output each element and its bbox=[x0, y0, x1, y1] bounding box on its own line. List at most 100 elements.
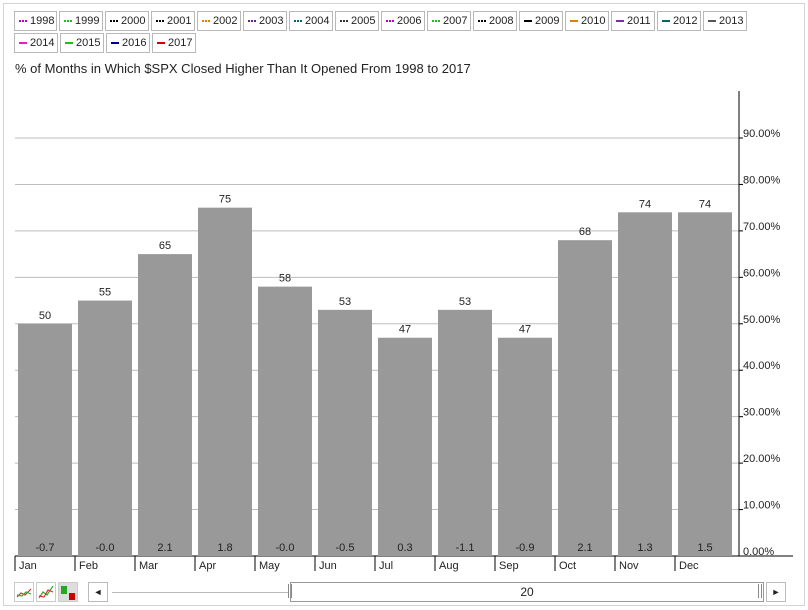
legend-label: 2000 bbox=[121, 15, 146, 27]
bar-chart-icon[interactable] bbox=[58, 582, 78, 602]
legend-label: 2011 bbox=[627, 15, 651, 27]
y-tick-label: 90.00% bbox=[743, 128, 781, 140]
bar-bottom-label: 2.1 bbox=[577, 542, 592, 554]
bar-apr bbox=[198, 207, 252, 556]
range-right-handle[interactable] bbox=[758, 584, 762, 598]
legend-item-2015[interactable]: 2015 bbox=[60, 33, 104, 53]
bar-bottom-label: -0.5 bbox=[336, 542, 355, 554]
legend-item-2000[interactable]: 2000 bbox=[105, 11, 149, 31]
bar-dec bbox=[678, 212, 732, 557]
bar-value-label: 53 bbox=[339, 296, 351, 308]
legend-swatch bbox=[157, 42, 165, 45]
bar-bottom-label: -0.0 bbox=[96, 542, 115, 554]
bar-value-label: 50 bbox=[39, 310, 51, 322]
legend-swatch bbox=[708, 20, 716, 23]
y-tick-label: 80.00% bbox=[743, 174, 781, 186]
legend-label: 2003 bbox=[259, 15, 284, 27]
y-tick-label: 20.00% bbox=[743, 453, 781, 465]
bar-may bbox=[258, 286, 312, 556]
legend-swatch bbox=[662, 20, 670, 23]
legend-item-2005[interactable]: 2005 bbox=[335, 11, 379, 31]
y-tick-label: 40.00% bbox=[743, 360, 781, 372]
legend: 1998 1999 2000 2001 2002 2003 2004 2005 2006 2007… bbox=[14, 11, 774, 56]
range-selector[interactable]: 20 bbox=[290, 582, 764, 602]
bar-value-label: 74 bbox=[699, 198, 711, 210]
legend-label: 2004 bbox=[305, 15, 330, 27]
bar-jan bbox=[18, 323, 72, 556]
legend-label: 2006 bbox=[397, 15, 422, 27]
x-tick-label: Dec bbox=[679, 560, 699, 572]
bar-mar bbox=[138, 254, 192, 556]
bar-value-label: 47 bbox=[519, 324, 531, 336]
x-tick-label: Sep bbox=[499, 560, 519, 572]
legend-swatch bbox=[110, 20, 118, 23]
bar-bottom-label: 1.3 bbox=[637, 542, 652, 554]
legend-item-1999[interactable]: 1999 bbox=[59, 11, 103, 31]
bar-feb bbox=[78, 300, 132, 556]
legend-item-2013[interactable]: 2013 bbox=[703, 11, 747, 31]
legend-item-2003[interactable]: 2003 bbox=[243, 11, 287, 31]
x-tick-label: May bbox=[259, 560, 280, 572]
legend-swatch bbox=[156, 20, 164, 23]
scroll-left-button[interactable]: ◄ bbox=[88, 582, 108, 602]
legend-item-2012[interactable]: 2012 bbox=[657, 11, 701, 31]
legend-swatch bbox=[294, 20, 302, 23]
range-label: 20 bbox=[520, 585, 534, 599]
legend-item-2009[interactable]: 2009 bbox=[519, 11, 563, 31]
legend-item-2006[interactable]: 2006 bbox=[381, 11, 425, 31]
navigator: ◄ 20 ► bbox=[14, 580, 794, 604]
legend-label: 2009 bbox=[535, 15, 560, 27]
bar-jul bbox=[378, 337, 432, 556]
bar-value-label: 47 bbox=[399, 324, 411, 336]
legend-item-2004[interactable]: 2004 bbox=[289, 11, 333, 31]
x-tick-label: Mar bbox=[139, 560, 158, 572]
y-tick-label: 30.00% bbox=[743, 407, 781, 419]
y-tick-label: 0.00% bbox=[743, 546, 774, 558]
legend-label: 2013 bbox=[719, 15, 744, 27]
legend-item-2016[interactable]: 2016 bbox=[106, 33, 150, 53]
bar-nov bbox=[618, 212, 672, 557]
legend-item-2014[interactable]: 2014 bbox=[14, 33, 58, 53]
legend-item-2010[interactable]: 2010 bbox=[565, 11, 609, 31]
y-tick-label: 10.00% bbox=[743, 500, 781, 512]
legend-item-2007[interactable]: 2007 bbox=[427, 11, 471, 31]
x-tick-label: Jun bbox=[319, 560, 337, 572]
legend-swatch bbox=[386, 20, 394, 23]
bar-value-label: 55 bbox=[99, 287, 111, 299]
line-chart-icon[interactable] bbox=[14, 582, 34, 602]
bar-value-label: 53 bbox=[459, 296, 471, 308]
bar-value-label: 65 bbox=[159, 240, 171, 252]
legend-item-2001[interactable]: 2001 bbox=[151, 11, 195, 31]
legend-swatch bbox=[478, 20, 486, 23]
legend-item-2008[interactable]: 2008 bbox=[473, 11, 517, 31]
scroll-track[interactable] bbox=[112, 592, 288, 593]
bar-bottom-label: -0.7 bbox=[36, 542, 55, 554]
legend-label: 2005 bbox=[351, 15, 376, 27]
legend-label: 2001 bbox=[167, 15, 192, 27]
legend-label: 2014 bbox=[30, 37, 55, 49]
bar-bottom-label: 1.8 bbox=[217, 542, 232, 554]
legend-label: 2016 bbox=[122, 37, 147, 49]
range-left-handle[interactable] bbox=[288, 584, 292, 598]
legend-label: 2012 bbox=[673, 15, 698, 27]
bar-jun bbox=[318, 309, 372, 556]
bar-aug bbox=[438, 309, 492, 556]
bar-value-label: 58 bbox=[279, 273, 291, 285]
legend-item-2002[interactable]: 2002 bbox=[197, 11, 241, 31]
legend-swatch bbox=[111, 42, 119, 45]
legend-item-2011[interactable]: 2011 bbox=[611, 11, 655, 31]
bar-oct bbox=[558, 240, 612, 556]
legend-label: 2017 bbox=[168, 37, 193, 49]
legend-label: 1998 bbox=[30, 15, 55, 27]
x-tick-label: Nov bbox=[619, 560, 639, 572]
legend-item-2017[interactable]: 2017 bbox=[152, 33, 196, 53]
bar-sep bbox=[498, 337, 552, 556]
legend-label: 1999 bbox=[75, 15, 100, 27]
legend-item-1998[interactable]: 1998 bbox=[14, 11, 57, 31]
multi-line-chart-icon[interactable] bbox=[36, 582, 56, 602]
legend-label: 2010 bbox=[581, 15, 606, 27]
x-tick-label: Jan bbox=[19, 560, 37, 572]
scroll-right-button[interactable]: ► bbox=[766, 582, 786, 602]
bar-value-label: 68 bbox=[579, 226, 591, 238]
legend-swatch bbox=[340, 20, 348, 23]
